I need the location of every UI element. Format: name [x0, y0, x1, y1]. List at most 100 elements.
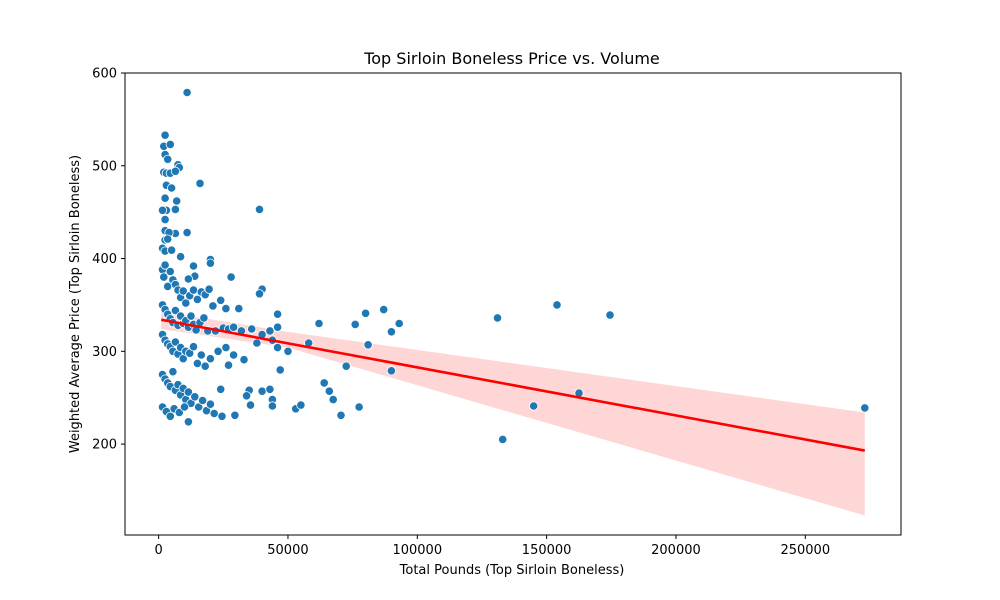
x-tick-label: 250000: [780, 543, 830, 558]
data-point: [242, 391, 252, 401]
y-tick-label: 300: [92, 345, 117, 360]
y-tick-label: 500: [92, 159, 117, 174]
data-point: [386, 366, 396, 376]
data-point: [360, 308, 371, 318]
data-point: [160, 193, 170, 203]
data-point: [178, 286, 188, 296]
data-point: [283, 346, 293, 356]
data-point: [209, 408, 219, 419]
data-point: [188, 261, 199, 271]
data-point: [174, 407, 184, 418]
data-point: [186, 311, 196, 321]
data-point: [341, 361, 351, 371]
data-point: [188, 342, 199, 352]
data-point: [160, 215, 170, 225]
regression-line: [160, 318, 866, 452]
data-point: [379, 304, 389, 315]
x-tick-label: 50000: [267, 543, 308, 558]
data-point: [252, 338, 262, 348]
x-tick-label: 200000: [651, 543, 701, 558]
data-point: [229, 322, 239, 332]
y-tick-label: 200: [92, 438, 117, 453]
data-point: [163, 234, 173, 244]
data-point: [181, 298, 191, 308]
data-point: [199, 313, 209, 323]
data-point: [192, 358, 202, 368]
data-point: [192, 294, 202, 304]
data-point: [157, 205, 168, 215]
data-point: [183, 274, 193, 284]
data-point: [183, 387, 193, 397]
data-point: [176, 252, 186, 262]
x-tick-label: 0: [154, 543, 162, 558]
data-point: [170, 337, 180, 347]
data-point: [195, 178, 205, 188]
data-point: [216, 384, 226, 394]
confidence-band: [161, 311, 865, 516]
plot-frame: [124, 72, 902, 536]
data-point: [159, 272, 169, 282]
data-point: [314, 318, 324, 329]
data-point: [324, 386, 334, 396]
data-point: [267, 401, 277, 411]
data-point: [213, 346, 223, 356]
y-axis-label: Weighted Average Price (Top Sirloin Bone…: [68, 155, 83, 453]
x-axis-label: Total Pounds (Top Sirloin Boneless): [399, 563, 625, 578]
data-point: [239, 355, 249, 365]
data-point: [272, 309, 283, 319]
data-point: [245, 400, 256, 410]
data-point: [160, 260, 170, 270]
x-tick-label: 100000: [392, 543, 442, 558]
data-point: [257, 386, 267, 396]
data-point: [354, 402, 364, 412]
data-point: [183, 417, 193, 427]
y-tick-label: 400: [92, 252, 117, 267]
data-point: [200, 361, 210, 371]
data-point: [196, 350, 206, 360]
data-point: [188, 285, 199, 295]
data-point: [165, 266, 175, 277]
data-point: [492, 313, 503, 323]
data-point: [247, 324, 257, 334]
data-point: [363, 340, 373, 350]
data-point: [198, 395, 208, 406]
data-point: [167, 245, 177, 255]
data-point: [605, 310, 615, 320]
data-point: [170, 204, 180, 214]
data-point: [172, 196, 182, 206]
data-point: [272, 322, 283, 332]
data-point: [165, 139, 175, 149]
data-point: [204, 284, 214, 294]
data-point: [170, 305, 180, 316]
data-point: [223, 360, 234, 370]
data-point: [254, 289, 265, 299]
data-point: [205, 354, 215, 364]
data-point: [254, 204, 265, 214]
data-point: [160, 130, 170, 140]
data-point: [226, 272, 236, 282]
data-point: [328, 394, 338, 405]
data-point: [498, 434, 508, 444]
data-point: [190, 392, 200, 402]
data-point: [296, 400, 306, 410]
x-tick-label: 150000: [522, 543, 572, 558]
data-point: [552, 300, 562, 310]
data-point: [860, 403, 870, 413]
data-point: [182, 87, 192, 98]
data-point: [163, 154, 173, 164]
data-point: [168, 367, 178, 377]
data-point: [221, 342, 231, 353]
y-tick-label: 600: [92, 67, 117, 82]
data-point: [221, 303, 231, 314]
data-point: [529, 401, 539, 411]
data-point: [272, 342, 283, 353]
data-point: [229, 350, 239, 360]
data-point: [182, 228, 192, 238]
data-point: [230, 410, 240, 420]
x-axis: 0 50000 100000 150000 200000 250000: [154, 535, 830, 558]
plot-area: [157, 87, 870, 516]
data-point: [265, 326, 275, 336]
data-point: [167, 183, 177, 193]
data-point: [216, 295, 226, 305]
